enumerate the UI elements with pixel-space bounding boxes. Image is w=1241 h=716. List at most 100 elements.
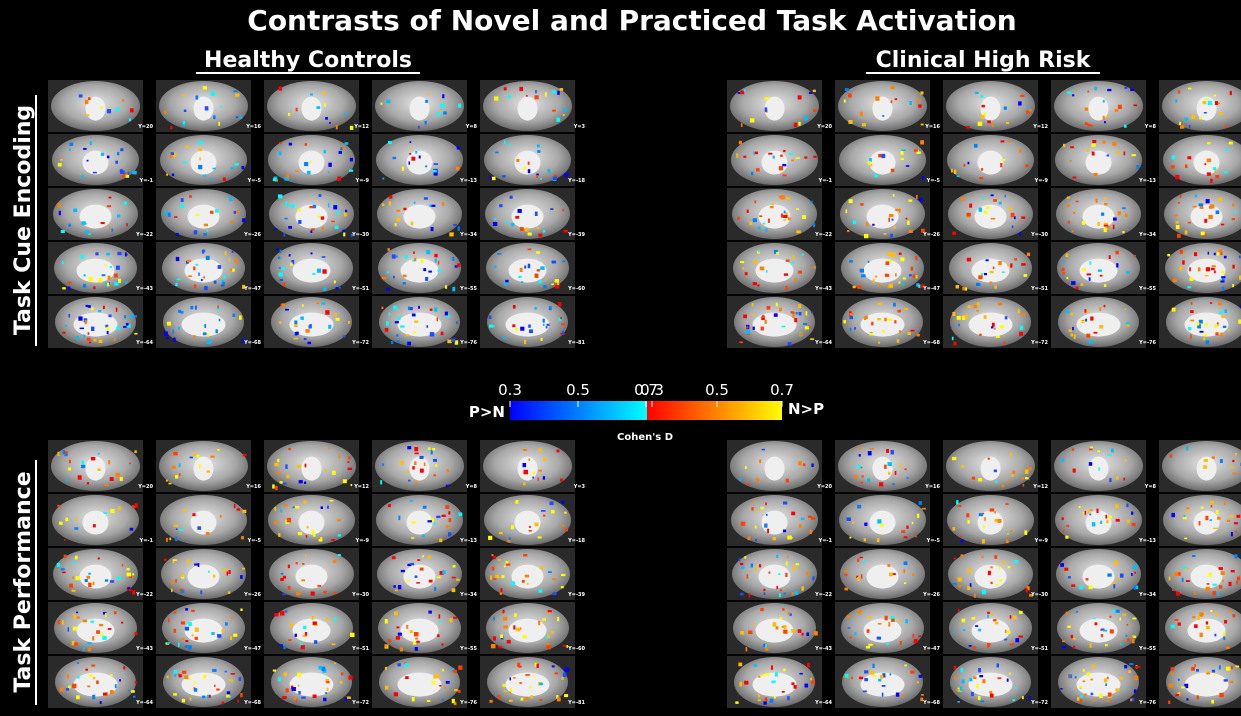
activation [534,95,539,100]
activation [501,575,505,579]
activation [217,305,219,309]
activation [759,215,763,218]
activation [198,272,200,276]
activation [797,95,802,100]
activation [440,103,445,108]
activation [1090,678,1093,681]
activation [336,210,340,215]
activation [1194,252,1198,257]
activation [103,692,108,696]
activation [1234,522,1238,525]
activation [1120,573,1124,578]
activation [951,336,954,341]
activation [404,663,409,667]
slice-panel: Y=-13 [372,134,478,186]
activation [953,631,956,633]
activation [203,276,205,279]
activation [872,663,875,668]
activation [808,325,811,328]
activation [978,478,983,482]
activation [1209,519,1212,522]
activation [393,275,395,279]
activation [103,611,107,615]
brain-core [295,564,328,589]
activation [129,527,134,531]
activation [387,504,391,508]
activation [1010,530,1013,532]
activation [310,93,313,96]
activation [1167,253,1171,257]
activation [385,644,388,647]
activation [84,320,87,325]
activation [76,676,80,679]
activation [551,260,557,264]
brain-core [1193,510,1220,535]
activation [1019,331,1023,336]
activation [386,287,390,291]
activation [747,536,751,541]
activation [305,534,308,538]
activation [1012,470,1016,475]
activation [492,636,496,641]
activation [736,153,739,158]
activation [757,284,760,287]
activation [457,226,460,231]
activation [889,572,893,577]
activation [1099,693,1103,698]
activation [797,629,802,633]
activation [552,578,557,581]
activation [393,585,396,588]
activation [918,635,922,637]
activation [857,610,862,615]
activation [1116,151,1120,155]
activation [1187,87,1192,90]
activation [453,701,457,706]
activation [114,684,117,689]
activation [1004,638,1008,641]
activation [952,456,957,461]
row-label: Task Cue Encoding [11,105,36,335]
activation [1071,448,1075,451]
activation [223,568,227,572]
activation [278,194,283,199]
activation [779,617,783,620]
activation [1103,227,1107,233]
activation [206,470,210,473]
activation [342,479,347,484]
activation [785,478,789,483]
activation [1236,580,1239,585]
activation [297,208,301,212]
brain-core [755,618,794,643]
slice-label: Y=-34 [459,232,477,238]
activation [235,93,240,97]
activation [915,255,918,261]
activation [85,114,90,116]
activation [539,699,543,701]
activation [843,99,846,103]
activation [740,566,745,569]
activation [458,103,462,108]
activation [295,699,298,703]
activation [1021,477,1025,480]
brain-core [872,96,893,121]
activation [187,559,191,564]
activation [1182,566,1187,570]
activation [843,319,846,324]
activation [435,464,438,467]
activation [74,527,79,530]
activation [964,314,969,319]
activation [181,94,185,97]
activation [427,520,432,523]
activation [899,330,901,334]
activation [903,536,908,539]
activation [291,259,295,265]
activation [126,324,131,328]
slice-label: Y=20 [137,124,153,130]
activation [198,148,202,152]
activation [1007,532,1009,535]
activation [1011,474,1014,477]
activation [981,556,984,559]
activation [110,580,115,583]
activation [783,210,786,214]
activation [916,151,921,154]
